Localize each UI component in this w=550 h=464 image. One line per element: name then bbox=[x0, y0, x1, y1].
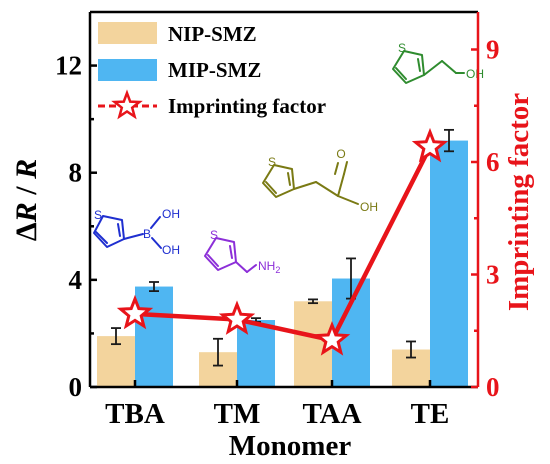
right-y-axis-label: Imprinting factor bbox=[503, 93, 535, 311]
molecule-te-double-bond bbox=[395, 67, 407, 80]
molecule-te-bond bbox=[441, 60, 457, 74]
molecule-tm-double-bond bbox=[229, 245, 233, 259]
category-label: TE bbox=[411, 398, 450, 430]
molecule-tm-bond bbox=[246, 264, 257, 273]
category-label: TBA bbox=[105, 398, 165, 430]
molecule-tba-double-bond bbox=[95, 231, 108, 244]
molecule-tba-bond bbox=[151, 237, 162, 249]
y-axis-label-slash: / bbox=[10, 179, 43, 202]
left-axis-tick-label: 8 bbox=[69, 158, 83, 188]
legend-label-imprinting-factor: Imprinting factor bbox=[168, 94, 326, 118]
molecule-tba-atom-s: S bbox=[94, 208, 102, 222]
left-axis-tick-label: 0 bbox=[69, 372, 83, 402]
molecule-te-ring bbox=[392, 50, 425, 84]
molecule-te-double-bond bbox=[417, 58, 421, 72]
y-axis-label-r: R bbox=[10, 159, 43, 180]
molecule-taa-double-bond bbox=[265, 181, 277, 194]
molecule-tm-ring bbox=[204, 237, 237, 271]
left-axis-tick-label: 4 bbox=[69, 265, 83, 295]
ticks-layer: 0 4 8 12 0 3 6 9 bbox=[55, 35, 500, 403]
molecule-te-atom-oh: OH bbox=[466, 67, 484, 81]
molecule-taa-atom-s: S bbox=[268, 155, 276, 169]
right-axis-tick-label: 6 bbox=[486, 147, 500, 177]
molecule-tm-atom-s: S bbox=[210, 228, 218, 242]
bar-mip-smz bbox=[135, 286, 173, 387]
molecule-taa-atom-o: O bbox=[336, 147, 345, 161]
molecule-te: S OH bbox=[392, 41, 484, 84]
legend-swatch-mip-smz bbox=[98, 59, 157, 81]
legend-swatch-nip-smz bbox=[98, 22, 157, 44]
molecule-tba: S B OH OH bbox=[93, 207, 180, 257]
imprinting-factor-line bbox=[134, 145, 433, 343]
imprinting-factor-marker bbox=[116, 294, 154, 330]
legend-label-mip-smz: MIP-SMZ bbox=[168, 58, 261, 82]
category-label: TM bbox=[214, 398, 261, 430]
molecule-tba-bond bbox=[150, 216, 161, 229]
right-axis-tick-label: 3 bbox=[486, 260, 500, 290]
molecule-taa-ring bbox=[262, 164, 295, 198]
legend-star-icon bbox=[111, 89, 143, 120]
legend: NIP-SMZ MIP-SMZ Imprinting factor bbox=[98, 22, 326, 120]
molecule-te-atom-s: S bbox=[398, 41, 406, 55]
bar-mip-smz bbox=[430, 140, 468, 387]
molecule-tm-atom-nh2: NH2 bbox=[258, 259, 280, 275]
molecule-te-bond bbox=[423, 60, 443, 76]
molecule-taa-bond bbox=[337, 173, 345, 197]
y-axis-label-delta: Δ bbox=[10, 222, 43, 241]
legend-label-nip-smz: NIP-SMZ bbox=[168, 22, 257, 46]
molecule-taa-bond bbox=[343, 161, 348, 175]
y-axis-label: ΔR / R bbox=[10, 159, 43, 241]
molecule-tba-bond bbox=[123, 233, 144, 240]
bars-layer bbox=[97, 128, 468, 387]
molecule-taa-bond bbox=[293, 181, 317, 190]
molecule-tm-double-bond bbox=[207, 254, 219, 267]
molecule-taa-bond bbox=[337, 195, 359, 205]
imprinting-factor-marker bbox=[218, 300, 256, 335]
molecule-tba-atom-oh: OH bbox=[162, 207, 180, 221]
molecule-taa-double-bond bbox=[287, 172, 291, 186]
molecule-taa-atom-oh: OH bbox=[360, 200, 378, 214]
left-axis-tick-label: 12 bbox=[55, 51, 82, 81]
molecule-tba-atom-b: B bbox=[143, 227, 151, 241]
right-axis-tick-label: 9 bbox=[486, 35, 500, 65]
molecule-tm-atom-subscript: 2 bbox=[275, 265, 280, 275]
imprinting-factor-marker bbox=[313, 320, 351, 356]
molecule-taa-double-bond bbox=[334, 162, 339, 175]
imprinting-factor-marker bbox=[411, 127, 449, 163]
molecule-tba-double-bond bbox=[117, 223, 121, 237]
right-axis-tick-label: 0 bbox=[486, 372, 500, 402]
y-axis-label-r: R bbox=[10, 202, 43, 223]
molecule-tba-ring bbox=[93, 215, 125, 248]
molecule-taa-bond bbox=[315, 181, 339, 197]
molecule-tm: S NH2 bbox=[204, 228, 280, 275]
molecule-tm-atom-nh: NH bbox=[258, 259, 275, 273]
x-axis-label: Monomer bbox=[229, 430, 352, 462]
molecule-tm-bond bbox=[235, 261, 248, 273]
molecule-tba-atom-oh: OH bbox=[162, 243, 180, 257]
imprinting-factor-line-layer bbox=[116, 127, 449, 356]
category-label: TAA bbox=[302, 398, 361, 430]
molecule-taa: S O OH bbox=[262, 147, 378, 214]
